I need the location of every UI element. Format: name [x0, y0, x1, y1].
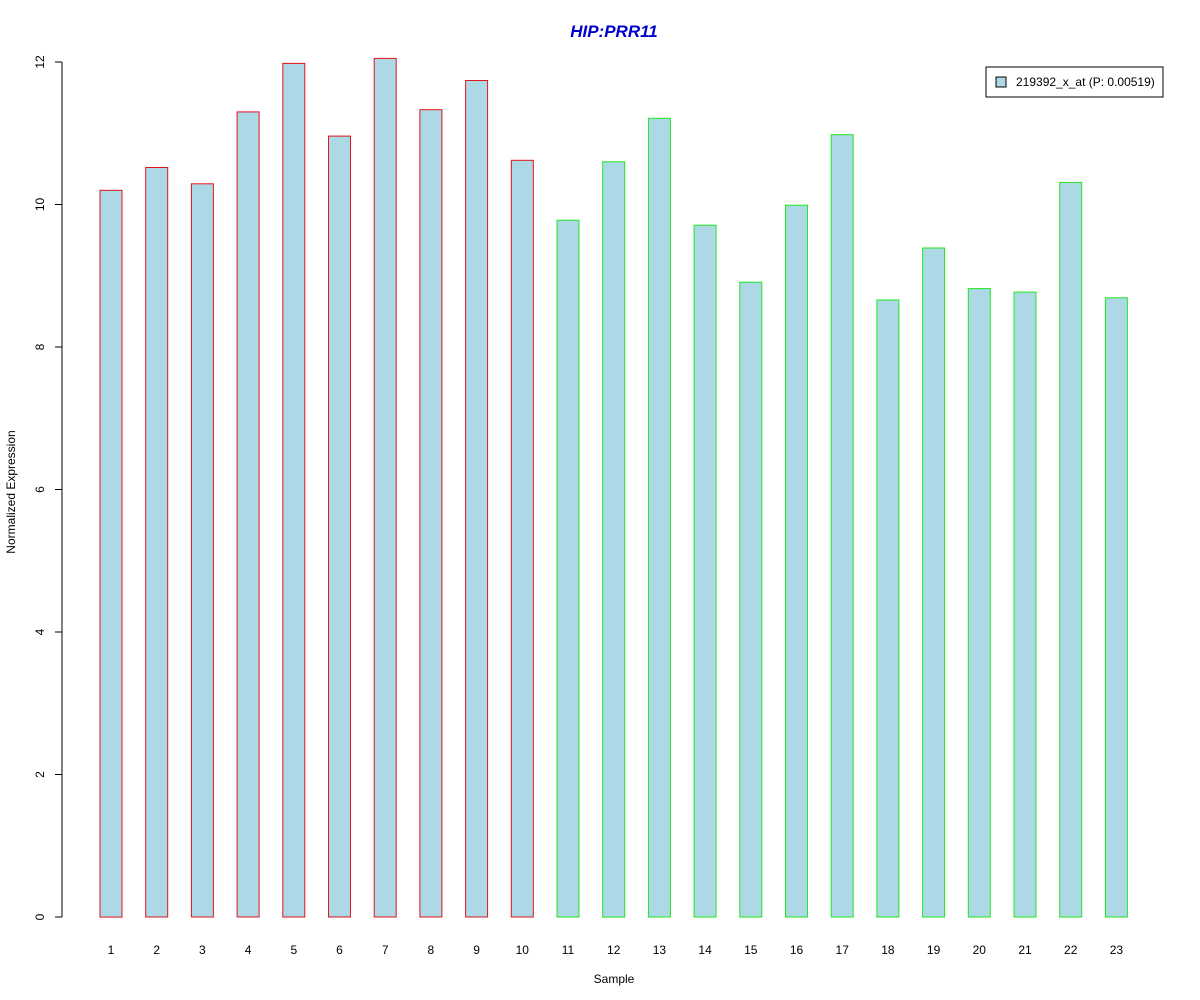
bar-sample-8 [419, 109, 443, 918]
bar-sample-7 [373, 57, 397, 918]
bar-sample-20 [967, 288, 991, 918]
legend-label: 219392_x_at (P: 0.00519) [1016, 75, 1155, 89]
x-tick-label: 19 [927, 943, 941, 957]
x-axis-label: Sample [594, 972, 635, 986]
bar-sample-1 [99, 189, 123, 918]
x-tick-label: 21 [1018, 943, 1032, 957]
x-tick-label: 11 [562, 943, 575, 957]
legend-box [985, 66, 1164, 98]
bar-sample-18 [876, 299, 900, 918]
x-tick-label: 4 [245, 943, 252, 957]
bar-sample-14 [693, 224, 717, 918]
bar-sample-12 [602, 161, 626, 918]
x-tick-label: 5 [290, 943, 297, 957]
bar-sample-19 [922, 247, 946, 918]
x-tick-label: 8 [428, 943, 435, 957]
x-tick-label: 18 [881, 943, 895, 957]
bar-sample-5 [282, 62, 306, 918]
x-tick-label: 13 [653, 943, 667, 957]
x-tick-label: 6 [336, 943, 343, 957]
bar-sample-3 [190, 183, 214, 918]
x-tick-label: 7 [382, 943, 389, 957]
x-tick-label: 17 [836, 943, 850, 957]
y-axis: 0 2 4 6 8 10 12 [33, 55, 63, 920]
y-tick-label: 12 [33, 55, 47, 69]
bar-sample-17 [830, 134, 854, 918]
y-axis-label: Normalized Expression [4, 430, 18, 553]
y-tick-label: 0 [33, 913, 47, 920]
x-tick-label: 16 [790, 943, 804, 957]
x-tick-label: 2 [153, 943, 160, 957]
bar-sample-2 [145, 167, 169, 918]
bar-sample-10 [510, 159, 534, 918]
x-tick-label: 15 [744, 943, 758, 957]
x-tick-label: 3 [199, 943, 206, 957]
bar-sample-23 [1104, 297, 1128, 918]
bar-sample-4 [236, 111, 260, 918]
bar-sample-13 [647, 117, 671, 918]
y-tick-label: 6 [33, 486, 47, 493]
y-tick-label: 8 [33, 343, 47, 350]
x-tick-label: 14 [698, 943, 712, 957]
bar-sample-6 [328, 135, 351, 918]
bars [99, 57, 1128, 918]
x-tick-label: 22 [1064, 943, 1078, 957]
bar-sample-16 [785, 204, 808, 918]
bar-sample-11 [556, 219, 580, 918]
legend: 219392_x_at (P: 0.00519) [985, 66, 1164, 98]
x-tick-label: 12 [607, 943, 621, 957]
legend-swatch [995, 76, 1007, 88]
x-tick-labels: 1 2 3 4 5 6 7 8 9 10 11 12 13 14 15 16 17 18 19 20 21 22 23 [108, 943, 1124, 957]
x-tick-label: 10 [516, 943, 530, 957]
x-tick-label: 20 [973, 943, 987, 957]
x-tick-label: 1 [108, 943, 115, 957]
x-tick-label: 9 [473, 943, 480, 957]
y-tick-label: 10 [33, 198, 47, 212]
bar-sample-9 [465, 80, 489, 918]
bar-sample-21 [1013, 291, 1037, 918]
bar-sample-22 [1059, 181, 1083, 918]
y-tick-label: 2 [33, 771, 47, 778]
bar-sample-15 [739, 281, 763, 918]
x-tick-label: 23 [1110, 943, 1124, 957]
chart-title: HIP:PRR11 [570, 22, 658, 41]
y-tick-label: 4 [33, 628, 47, 635]
